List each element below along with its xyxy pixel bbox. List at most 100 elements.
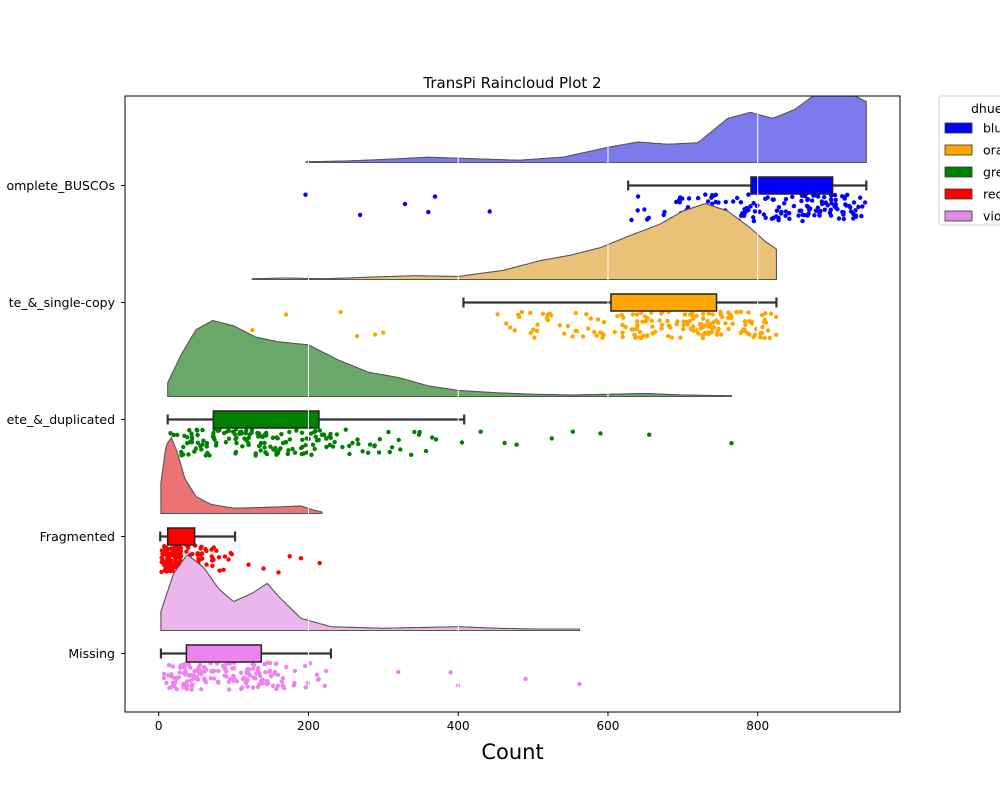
rain-point-green	[263, 450, 268, 455]
rain-point-blue	[802, 193, 808, 199]
rain-point-green	[324, 444, 329, 450]
rain-point-green	[212, 437, 217, 442]
box-green	[212, 410, 320, 429]
rain-point-green	[234, 435, 239, 440]
rain-point-blue	[635, 194, 641, 199]
chart-title: TransPi Raincloud Plot 2	[422, 74, 601, 92]
rain-point-orange	[615, 314, 620, 319]
rain-point-green	[423, 448, 429, 454]
rain-point-orange	[768, 311, 774, 316]
rain-point-orange	[730, 321, 735, 326]
rain-point-green	[199, 447, 204, 452]
rain-point-green	[729, 441, 734, 446]
rain-point-green	[286, 448, 291, 453]
rain-point-green	[347, 443, 352, 449]
rain-point-green	[171, 432, 176, 438]
rain-point-green	[340, 444, 345, 450]
rain-point-red	[214, 548, 219, 553]
rain-point-violet	[246, 670, 251, 675]
rain-point-blue	[757, 209, 762, 214]
rain-point-orange	[531, 327, 536, 332]
rain-point-violet	[208, 676, 213, 681]
rain-point-orange	[657, 318, 662, 323]
rain-point-red	[186, 545, 191, 550]
rain-point-blue	[841, 216, 846, 222]
rain-point-blue	[835, 207, 840, 212]
rain-point-green	[181, 444, 186, 450]
rain-point-violet	[303, 685, 308, 690]
rain-point-red	[190, 551, 195, 557]
rain-point-red	[229, 552, 235, 557]
rain-point-orange	[726, 326, 731, 332]
rain-point-green	[234, 440, 239, 446]
legend-swatch-violet	[944, 210, 973, 222]
rain-point-green	[189, 435, 195, 440]
rain-point-blue	[822, 194, 827, 200]
rain-point-orange	[666, 323, 671, 328]
rain-point-orange	[640, 319, 645, 324]
rain-point-green	[243, 431, 248, 436]
rain-point-violet	[211, 668, 216, 674]
rain-point-red	[203, 546, 208, 552]
legend: dhue blu ora gre rec vio	[938, 95, 1000, 226]
rain-point-orange	[774, 314, 779, 320]
rain-point-orange	[508, 325, 513, 330]
rain-point-green	[313, 434, 318, 439]
rain-point-orange	[734, 310, 740, 315]
rain-point-orange	[519, 309, 525, 315]
rain-point-orange	[635, 323, 640, 328]
rain-point-violet	[173, 680, 178, 685]
rain-point-blue	[776, 218, 781, 223]
rain-point-green	[398, 447, 403, 452]
legend-label-red: rec	[983, 187, 1000, 202]
rain-point-green	[332, 439, 337, 445]
rain-point-red	[287, 554, 292, 559]
rain-point-violet	[265, 678, 270, 684]
rain-point-orange	[738, 330, 743, 335]
rain-point-violet	[203, 679, 209, 685]
rain-point-green	[312, 446, 317, 452]
rain-point-orange	[774, 332, 779, 337]
rain-point-blue	[763, 215, 768, 220]
rain-point-blue	[635, 208, 640, 213]
rain-point-violet	[292, 680, 297, 686]
rain-point-blue	[742, 207, 747, 212]
rain-point-blue	[303, 192, 308, 197]
rain-point-violet	[174, 675, 180, 680]
y-tick-label: ete_&_duplicated	[7, 412, 115, 427]
legend-swatch-blue	[944, 122, 973, 134]
rain-point-orange	[639, 335, 644, 341]
rain-point-green	[372, 444, 377, 449]
rain-point-blue	[765, 195, 770, 200]
plot-content	[159, 96, 868, 712]
box-blue	[750, 176, 834, 195]
rain-point-green	[549, 436, 554, 441]
rain-point-orange	[669, 335, 675, 340]
rain-point-green	[230, 429, 236, 434]
rain-point-green	[309, 452, 314, 457]
rain-point-blue	[703, 192, 708, 197]
y-tick-label: Missing	[68, 646, 115, 661]
rain-point-blue	[809, 198, 815, 203]
rain-point-red	[160, 551, 165, 557]
rain-point-green	[570, 429, 575, 434]
rain-point-violet	[270, 683, 276, 688]
cloud-violet	[160, 554, 581, 632]
rain-point-orange	[659, 322, 665, 328]
rain-point-blue	[827, 210, 833, 215]
rain-point-green	[478, 429, 483, 434]
rain-point-violet	[230, 666, 235, 671]
rain-point-blue	[783, 209, 789, 214]
rain-point-violet	[186, 662, 191, 667]
rain-point-orange	[592, 329, 597, 335]
rain-point-red	[164, 567, 170, 572]
rain-point-blue	[754, 203, 760, 209]
rain-point-green	[201, 438, 206, 443]
rain-point-green	[186, 452, 191, 457]
x-tick-label: 200	[297, 719, 320, 733]
rain-point-blue	[847, 203, 852, 209]
rain-point-orange	[619, 313, 625, 318]
rain-point-orange	[545, 318, 550, 323]
rain-point-violet	[184, 679, 189, 685]
rain-point-orange	[620, 334, 625, 340]
